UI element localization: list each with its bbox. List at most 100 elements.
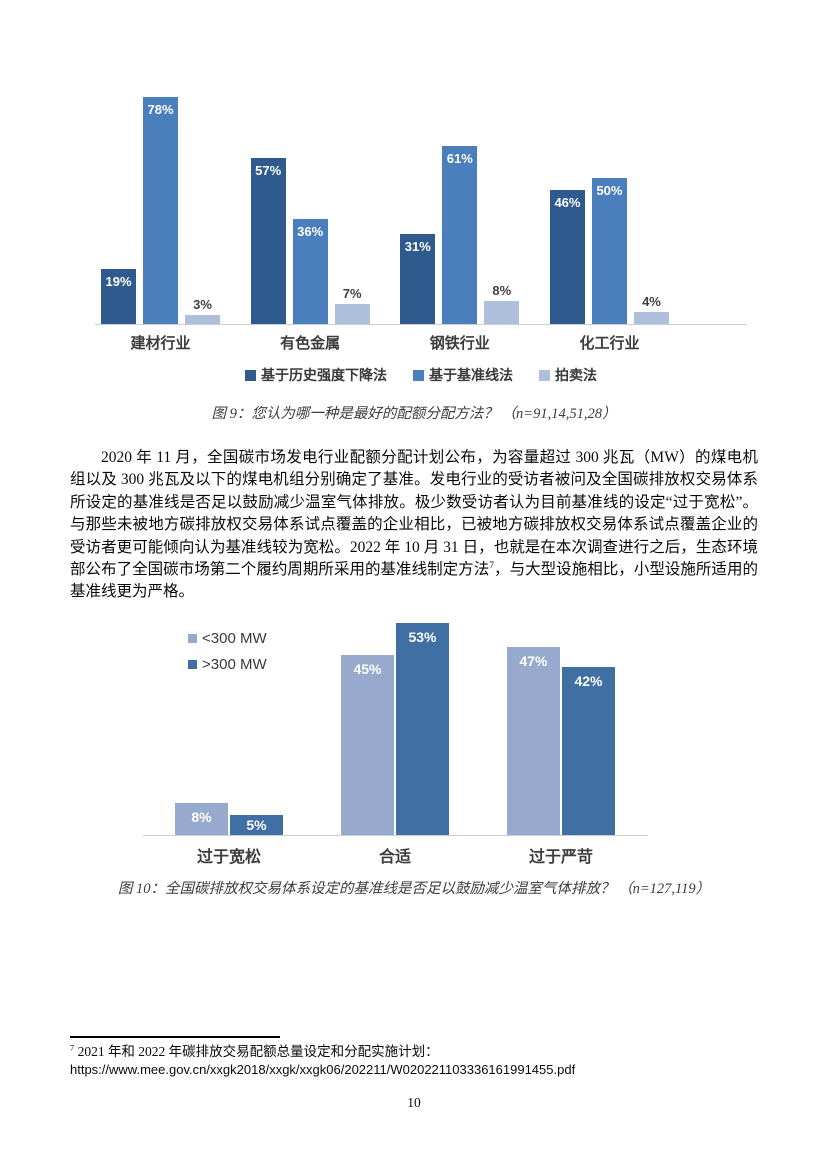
bar-value-label: 61% — [446, 151, 473, 166]
bar-group-cat2: 31% 61% 8% — [400, 146, 520, 324]
bar-value-label: 4% — [642, 294, 661, 309]
bar-series2-cat0 — [185, 315, 220, 324]
x-axis-label-cat3: 化工行业 — [579, 335, 640, 352]
bar-wrap: 61% — [442, 146, 478, 324]
legend-item-series2: 拍卖法 — [539, 365, 597, 385]
bar-wrap: 78% — [143, 97, 178, 324]
bar-series1-cat1: 53% — [396, 622, 449, 835]
legend-label: 拍卖法 — [555, 367, 597, 383]
bar-wrap: 45% — [341, 654, 394, 835]
bar-wrap: 7% — [334, 286, 370, 324]
bar-series0-cat1: 45% — [341, 654, 394, 835]
legend-item-series1: 基于基准线法 — [413, 365, 513, 385]
bar-series2-cat3 — [633, 312, 669, 324]
legend-label: 基于历史强度下降法 — [261, 367, 387, 383]
bar-wrap: 19% — [101, 269, 136, 324]
legend-item-series0: 基于历史强度下降法 — [245, 365, 387, 385]
bar-series1-cat0: 78% — [143, 97, 178, 324]
bar-series1-cat3: 50% — [591, 178, 627, 324]
bar-group-cat0: 8% 5% — [175, 802, 283, 835]
bar-value-label: 36% — [297, 224, 324, 239]
bar-series2-cat1 — [334, 304, 370, 324]
legend-swatch-icon — [245, 369, 256, 381]
bar-wrap: 8% — [484, 283, 520, 324]
page-number: 10 — [407, 1095, 421, 1110]
bar-group-cat1: 57% 36% 7% — [250, 158, 370, 324]
bar-wrap: 3% — [185, 297, 220, 324]
figure9-plot-area: 19% 78% 3% 57% 36% 7% 31% 61% 8% 46% 50% 4% — [95, 83, 747, 325]
bar-value-label: 47% — [519, 652, 548, 669]
footnote-separator — [70, 1036, 280, 1038]
bar-value-label: 57% — [255, 163, 282, 178]
bar-value-label: 46% — [554, 195, 581, 210]
bar-wrap: 57% — [250, 158, 286, 324]
footnote-block: 7 2021 年和 2022 年碳排放交易配额总量设定和分配实施计划： http… — [70, 1036, 760, 1077]
bar-wrap: 8% — [175, 802, 228, 835]
x-axis-label-cat2: 钢铁行业 — [429, 335, 490, 352]
bar-wrap: 50% — [591, 178, 627, 324]
figure10-x-axis-labels: 过于宽松 合适 过于严苛 — [143, 843, 648, 867]
bar-series0-cat0: 8% — [175, 802, 228, 835]
bar-value-label: 45% — [353, 660, 382, 677]
bar-value-label: 78% — [147, 102, 174, 117]
x-axis-label-cat0: 过于宽松 — [196, 848, 261, 866]
bar-value-label: 3% — [193, 297, 212, 312]
footnote-number: 7 — [70, 1043, 75, 1053]
bar-value-label: 31% — [404, 239, 431, 254]
paragraph-text-part2: ，与大型设施相比，小型设施所适用的基准线更为严格。 — [70, 561, 758, 601]
figure10-plot-area: <300 MW >300 MW 8% 5% 45% 53% 47% 42% — [143, 616, 648, 836]
bar-wrap: 5% — [230, 814, 283, 835]
paragraph-text-part1: 2020 年 11 月，全国碳市场发电行业配额分配计划公布，为容量超过 300 … — [70, 449, 758, 579]
bar-wrap: 47% — [507, 646, 560, 835]
bar-value-label: 7% — [342, 286, 362, 301]
x-axis-label-cat2: 过于严苛 — [528, 848, 593, 866]
legend-swatch-icon — [188, 633, 197, 643]
bar-wrap: 31% — [400, 234, 436, 324]
bar-value-label: 50% — [596, 183, 623, 198]
figure9-caption: 图 9：您认为哪一种是最好的配额分配方法？ （n=91,14,51,28） — [211, 406, 617, 422]
figure9-chart: 19% 78% 3% 57% 36% 7% 31% 61% 8% 46% 50% 4% 建材行业 有色金… — [95, 83, 747, 385]
bar-series2-cat2 — [484, 301, 520, 324]
bar-group-cat2: 47% 42% — [507, 646, 615, 835]
legend-item-series0: <300 MW — [188, 630, 267, 647]
legend-swatch-icon — [539, 369, 550, 381]
x-axis-label-cat1: 有色金属 — [280, 335, 341, 352]
bar-value-label: 8% — [492, 283, 512, 298]
x-axis-label-cat1: 合适 — [378, 848, 411, 866]
figure10-chart: <300 MW >300 MW 8% 5% 45% 53% 47% 42% 过于宽松 合适 过于… — [143, 616, 648, 867]
figure10-caption: 图 10：全国碳排放权交易体系设定的基准线是否足以鼓励减少温室气体排放？ （n=… — [117, 880, 711, 897]
figure9-legend: 基于历史强度下降法 基于基准线法 拍卖法 — [95, 365, 747, 385]
bar-series1-cat1: 36% — [292, 219, 328, 324]
bar-series0-cat2: 47% — [507, 646, 560, 835]
bar-group-cat0: 19% 78% 3% — [101, 97, 220, 324]
bar-group-cat1: 45% 53% — [341, 622, 449, 835]
bar-series0-cat0: 19% — [101, 269, 136, 324]
bar-series0-cat2: 31% — [400, 234, 436, 324]
figure9-x-axis-labels: 建材行业 有色金属 钢铁行业 化工行业 — [95, 332, 747, 353]
footnote-url: https://www.mee.gov.cn/xxgk2018/xxgk/xxg… — [70, 1062, 576, 1077]
legend-swatch-icon — [413, 369, 424, 381]
bar-group-cat3: 46% 50% 4% — [549, 178, 669, 324]
bar-wrap: 42% — [562, 666, 615, 835]
figure10-legend: <300 MW >300 MW — [188, 630, 267, 673]
bar-series0-cat1: 57% — [250, 158, 286, 324]
legend-swatch-icon — [188, 659, 197, 669]
legend-item-series1: >300 MW — [188, 656, 267, 673]
bar-series1-cat2: 61% — [442, 146, 478, 324]
bar-value-label: 53% — [408, 628, 437, 645]
x-axis-label-cat0: 建材行业 — [130, 335, 191, 352]
legend-label: <300 MW — [202, 629, 267, 647]
bar-series1-cat2: 42% — [562, 666, 615, 835]
bar-wrap: 53% — [396, 622, 449, 835]
bar-series1-cat0: 5% — [230, 814, 283, 835]
legend-label: 基于基准线法 — [429, 367, 513, 383]
bar-wrap: 36% — [292, 219, 328, 324]
body-paragraph: 2020 年 11 月，全国碳市场发电行业配额分配计划公布，为容量超过 300 … — [70, 447, 758, 604]
bar-value-label: 8% — [191, 808, 212, 825]
footnote-reference-marker: 7 — [489, 559, 495, 571]
footnote-text: 7 2021 年和 2022 年碳排放交易配额总量设定和分配实施计划： — [70, 1043, 760, 1060]
footnote-title: 2021 年和 2022 年碳排放交易配额总量设定和分配实施计划： — [74, 1044, 439, 1059]
bar-value-label: 42% — [574, 672, 603, 689]
bar-wrap: 46% — [549, 190, 585, 324]
